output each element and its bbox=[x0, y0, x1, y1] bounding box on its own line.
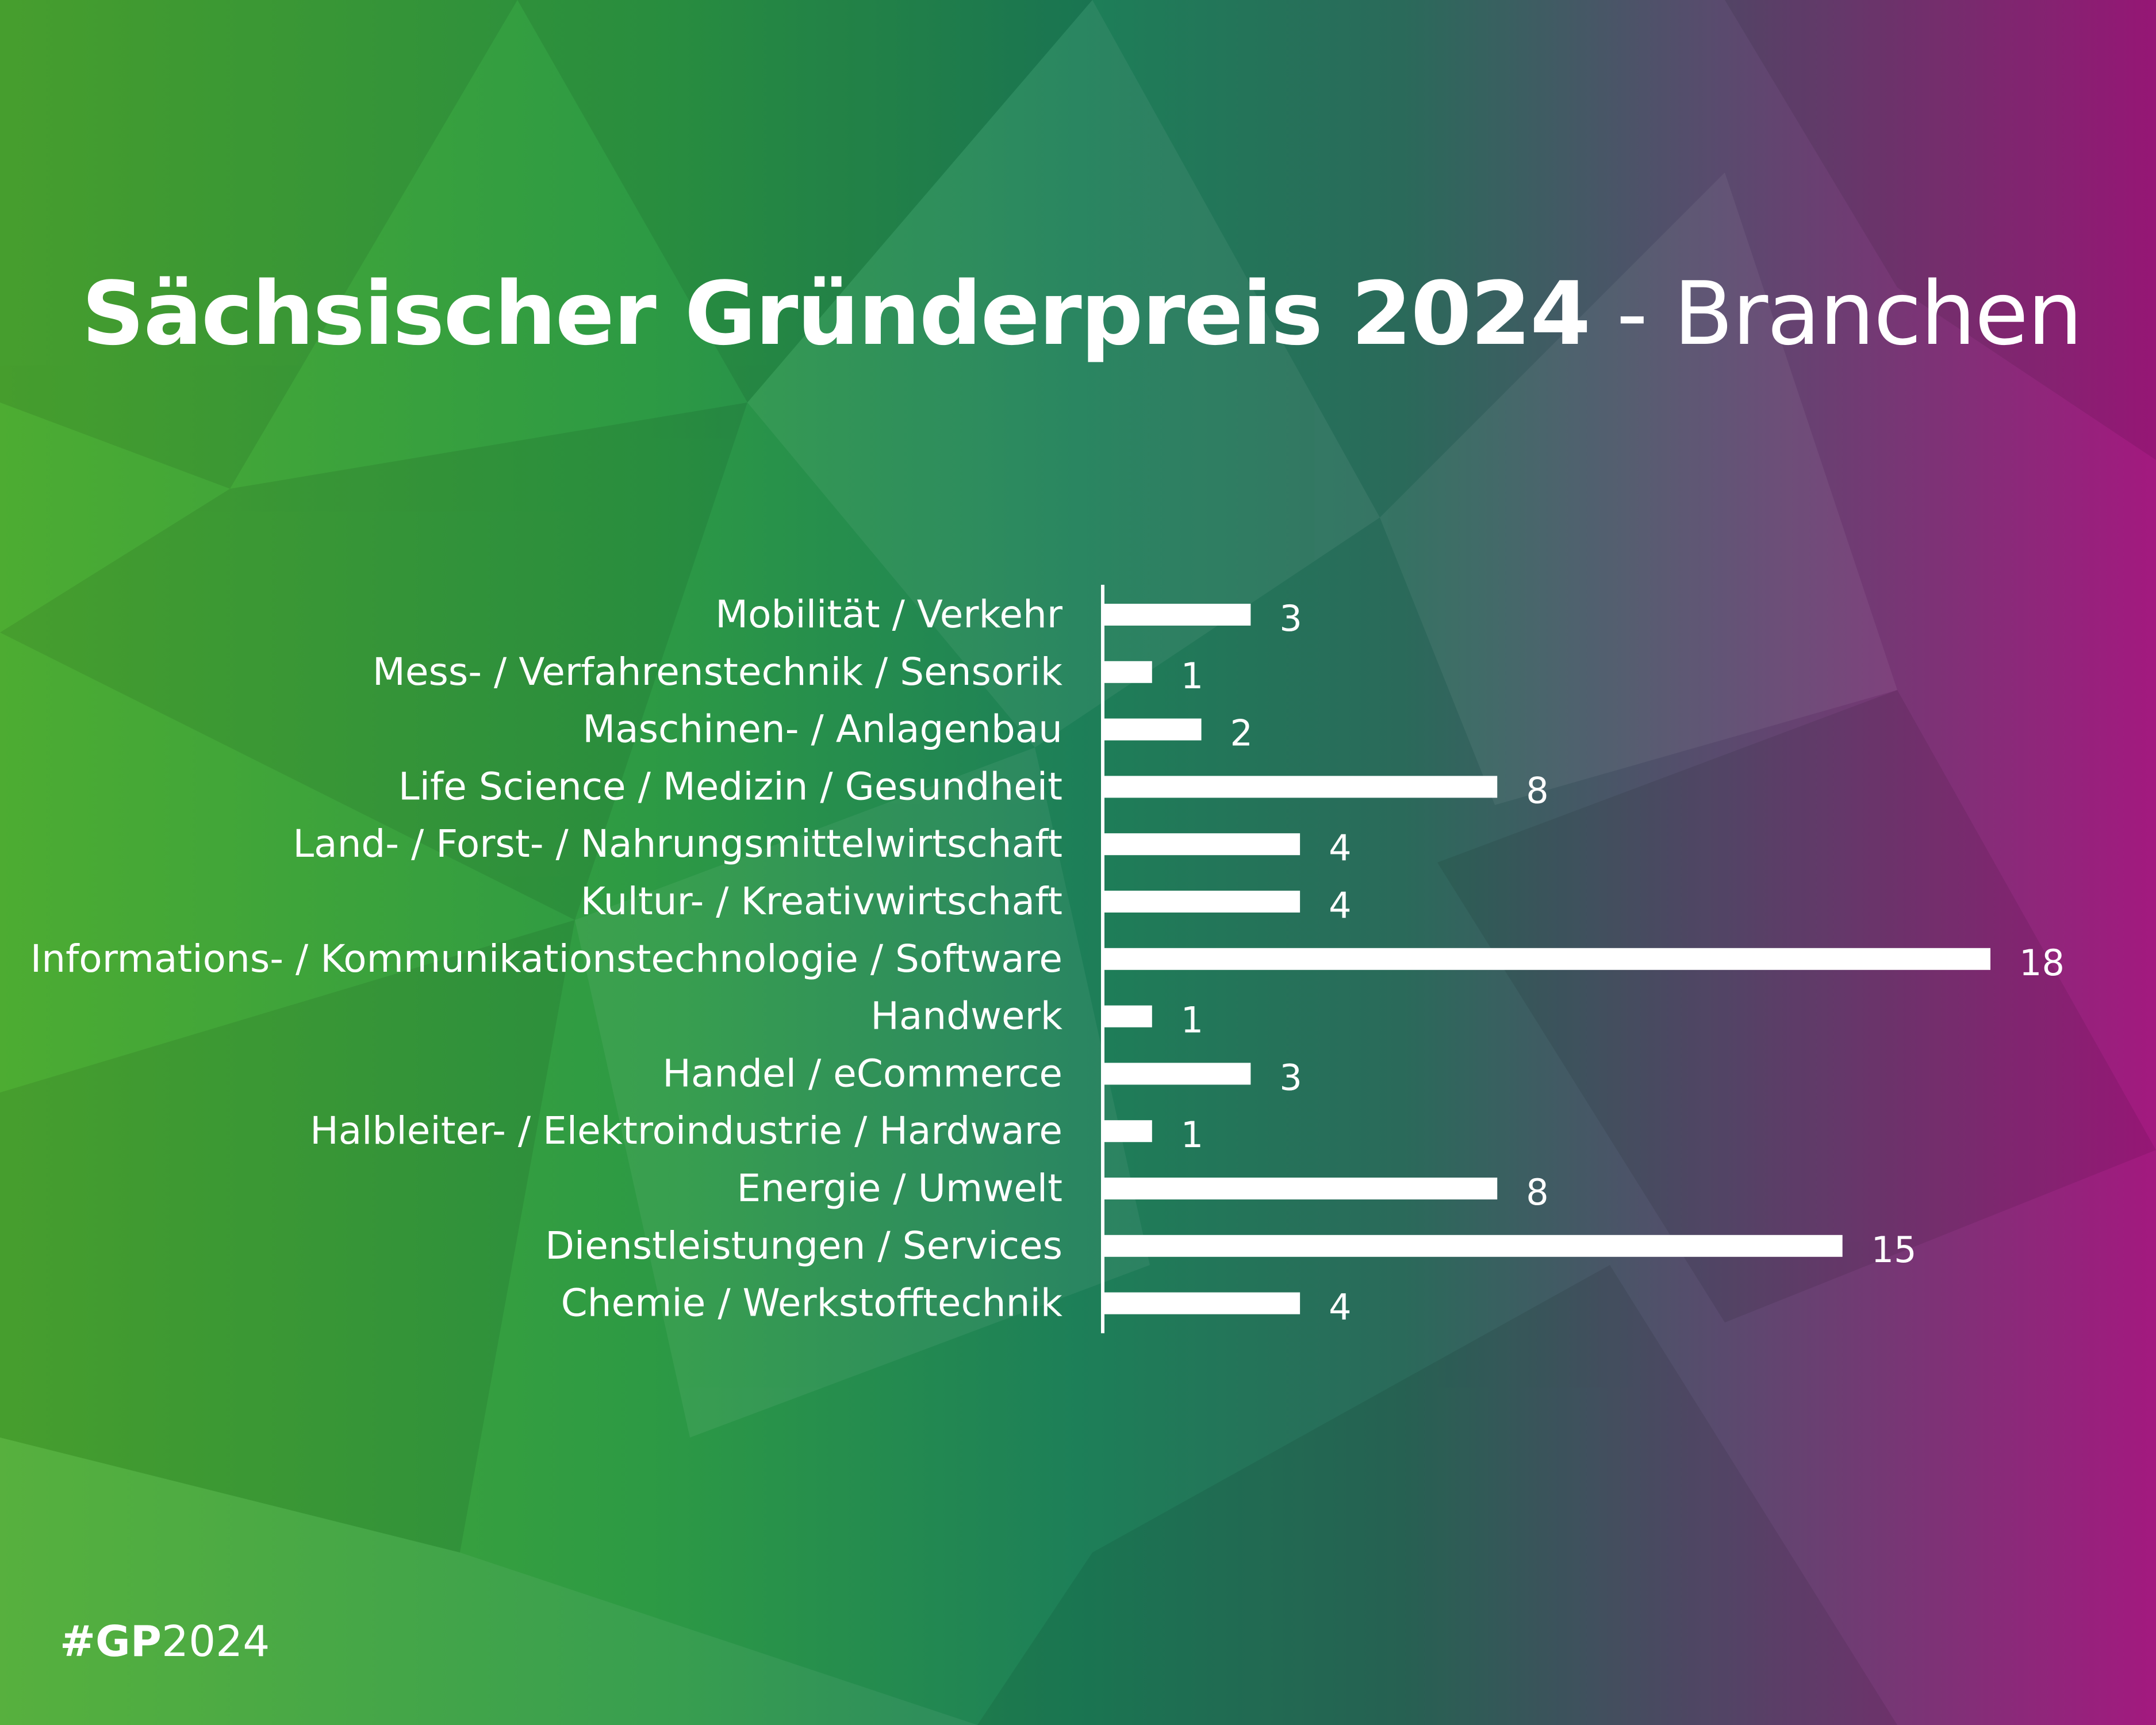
title-light-part: - Branchen bbox=[1590, 263, 2082, 365]
bar-11 bbox=[1103, 1235, 1843, 1257]
hashtag: #GP2024 bbox=[60, 1620, 270, 1663]
hashtag-year: 2024 bbox=[161, 1617, 270, 1666]
category-label-4: Land- / Forst- / Nahrungsmittelwirtschaf… bbox=[293, 822, 1062, 866]
bar-10 bbox=[1103, 1178, 1498, 1199]
value-label-10: 8 bbox=[1526, 1171, 1548, 1213]
category-label-0: Mobilität / Verkehr bbox=[715, 592, 1063, 637]
bar-12 bbox=[1103, 1292, 1300, 1314]
value-label-2: 2 bbox=[1230, 712, 1253, 754]
value-label-7: 1 bbox=[1181, 999, 1203, 1041]
bar-5 bbox=[1103, 891, 1300, 913]
category-label-10: Energie / Umwelt bbox=[736, 1166, 1062, 1210]
bar-0 bbox=[1103, 604, 1251, 626]
page-title: Sächsischer Gründerpreis 2024 - Branchen bbox=[82, 263, 2083, 365]
category-labels-group: Mobilität / Verkehr Mess- / Verfahrenstec… bbox=[30, 592, 1063, 1325]
category-label-8: Handel / eCommerce bbox=[662, 1051, 1062, 1095]
bar-3 bbox=[1103, 776, 1498, 798]
value-label-4: 4 bbox=[1329, 827, 1351, 869]
bar-8 bbox=[1103, 1063, 1251, 1085]
bar-4 bbox=[1103, 833, 1300, 856]
value-label-6: 18 bbox=[2019, 942, 2065, 984]
value-label-0: 3 bbox=[1279, 597, 1302, 639]
value-label-9: 1 bbox=[1181, 1114, 1203, 1156]
title-bold-part: Sächsischer Gründerpreis 2024 bbox=[82, 263, 1591, 365]
value-label-8: 3 bbox=[1279, 1056, 1302, 1098]
category-label-2: Maschinen- / Anlagenbau bbox=[582, 707, 1062, 752]
category-label-12: Chemie / Werkstofftechnik bbox=[561, 1281, 1063, 1325]
category-label-11: Dienstleistungen / Services bbox=[545, 1224, 1062, 1268]
category-label-9: Halbleiter- / Elektroindustrie / Hardwar… bbox=[310, 1109, 1062, 1153]
category-label-1: Mess- / Verfahrenstechnik / Sensorik bbox=[373, 650, 1063, 694]
low-poly-highlights bbox=[0, 0, 1897, 1725]
hashtag-bold: #GP bbox=[60, 1617, 162, 1666]
bar-2 bbox=[1103, 718, 1202, 741]
value-label-1: 1 bbox=[1181, 655, 1203, 697]
bars-group bbox=[1103, 604, 1990, 1314]
value-label-5: 4 bbox=[1329, 884, 1351, 926]
value-label-12: 4 bbox=[1329, 1286, 1351, 1328]
bar-1 bbox=[1103, 661, 1152, 683]
bar-7 bbox=[1103, 1005, 1152, 1028]
category-label-5: Kultur- / Kreativwirtschaft bbox=[581, 879, 1062, 923]
value-label-3: 8 bbox=[1526, 769, 1548, 811]
category-label-3: Life Science / Medizin / Gesundheit bbox=[398, 764, 1062, 808]
value-label-11: 15 bbox=[1871, 1229, 1917, 1271]
bar-9 bbox=[1103, 1120, 1152, 1143]
category-label-6: Informations- / Kommunikationstechnologi… bbox=[30, 937, 1062, 981]
bar-6 bbox=[1103, 948, 1990, 970]
category-label-7: Handwerk bbox=[870, 994, 1063, 1038]
